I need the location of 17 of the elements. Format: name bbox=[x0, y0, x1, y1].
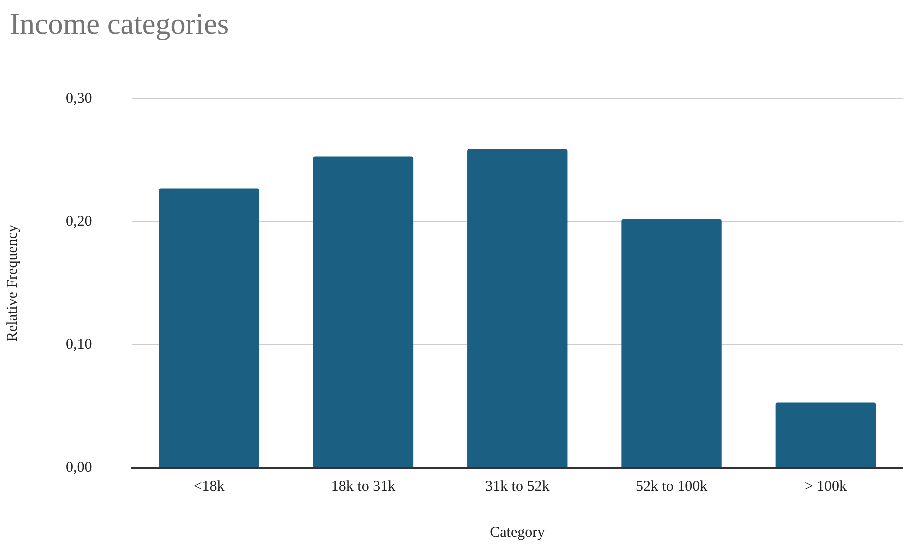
x-axis-title: Category bbox=[490, 524, 546, 541]
y-tick-label: 0,00 bbox=[66, 460, 92, 476]
bar bbox=[468, 149, 568, 468]
chart-title: Income categories bbox=[10, 8, 230, 42]
bar bbox=[159, 188, 260, 468]
bar bbox=[313, 156, 414, 468]
x-tick-label: > 100k bbox=[804, 478, 848, 495]
bar bbox=[622, 220, 722, 468]
x-tick-label: 18k to 31k bbox=[331, 478, 396, 495]
y-tick-label: 0,20 bbox=[66, 214, 92, 230]
x-tick-label: 31k to 52k bbox=[486, 478, 550, 495]
y-tick-label: 0,10 bbox=[66, 336, 92, 353]
x-tick-label: 52k to 100k bbox=[636, 478, 708, 495]
y-axis-title: Relative Frequency bbox=[4, 224, 21, 342]
x-tick-label: <18k bbox=[194, 478, 226, 495]
bar bbox=[776, 402, 876, 468]
y-tick-label: 0,30 bbox=[66, 90, 92, 107]
